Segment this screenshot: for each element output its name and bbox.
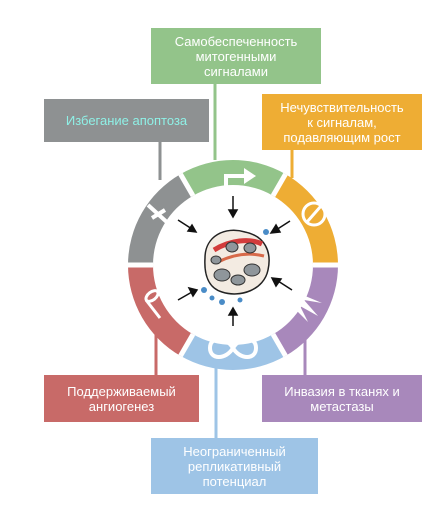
ring-segment-bottom-right bbox=[273, 265, 338, 356]
hallmark-box-top: Самобеспеченность митогенными сигналами bbox=[151, 28, 321, 84]
hallmark-box-bottom-right: Инвазия в тканях и метастазы bbox=[262, 375, 422, 422]
hallmark-box-top-left: Избегание апоптоза bbox=[44, 99, 209, 142]
inward-arrows bbox=[177, 196, 293, 326]
no-entry-icon bbox=[301, 201, 327, 227]
ring-segment-top-left bbox=[128, 174, 193, 265]
tumor-cells-icon bbox=[201, 229, 270, 305]
ring-segment-bottom-left bbox=[128, 265, 193, 356]
cross-icon bbox=[146, 203, 172, 227]
infinity-icon bbox=[207, 337, 259, 359]
ring bbox=[128, 160, 338, 370]
hallmark-box-bottom-left: Поддерживаемый ангиогенез bbox=[44, 375, 199, 422]
hallmark-box-top-right: Нечувствительность к сигналам, подавляющ… bbox=[262, 94, 422, 150]
hallmark-box-bottom: Неограниченный репликативный потенциал bbox=[151, 438, 318, 494]
ring-segment-bottom bbox=[180, 334, 286, 370]
